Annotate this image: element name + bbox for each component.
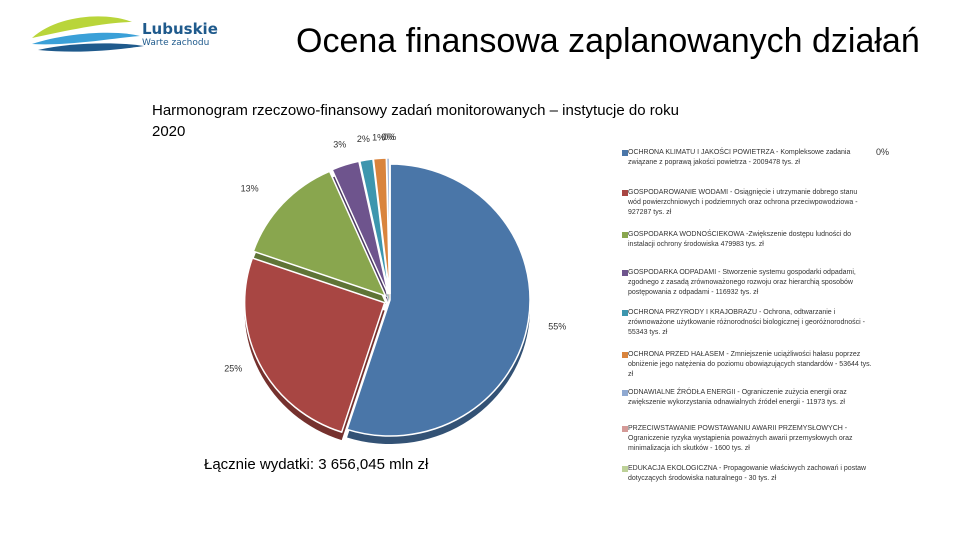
total-expenses: Łącznie wydatki: 3 656,045 mln zł <box>204 456 429 473</box>
pie-label-6: 0% <box>381 132 394 142</box>
corner-percent-label: 0% <box>876 147 890 157</box>
logo <box>28 8 258 68</box>
page-title: Ocena finansowa zaplanowanych działań <box>296 22 920 60</box>
legend-item: OCHRONA PRZED HAŁASEM - Zmniejszenie uci… <box>622 350 872 380</box>
pie-slice-2 <box>252 170 387 298</box>
legend-swatch <box>622 310 628 316</box>
legend-label: GOSPODAROWANIE WODAMI - Osiągnięcie i ut… <box>628 189 858 216</box>
pie-slices <box>243 157 531 437</box>
legend-item: GOSPODARKA WODNOŚCIEKOWA -Zwiększenie do… <box>622 230 872 250</box>
legend-swatch <box>622 352 628 358</box>
pie-label-4: 2% <box>357 134 370 144</box>
legend-swatch <box>622 390 628 396</box>
pie-label-1: 25% <box>224 363 242 373</box>
legend-item: OCHRONA PRZYRODY I KRAJOBRAZU - Ochrona,… <box>622 308 872 338</box>
logo-mark <box>32 16 144 52</box>
legend-swatch <box>622 466 628 472</box>
logo-text-primary: Lubuskie <box>142 20 218 38</box>
legend-label: EDUKACJA EKOLOGICZNA - Propagowanie właś… <box>628 465 867 482</box>
legend-swatch <box>622 426 628 432</box>
legend-label: OCHRONA KLIMATU I JAKOŚCI POWIETRZA - Ko… <box>628 149 851 166</box>
legend-swatch <box>622 190 628 196</box>
pie-label-3: 3% <box>333 140 346 150</box>
chart-subtitle: Harmonogram rzeczowo-finansowy zadań mon… <box>152 102 679 140</box>
pie-label-5: 1% <box>372 132 385 142</box>
pie-slice-1 <box>243 257 386 434</box>
legend-label: OCHRONA PRZED HAŁASEM - Zmniejszenie uci… <box>628 351 872 378</box>
pie-label-2: 13% <box>241 183 259 193</box>
legend-label: PRZECIWSTAWANIE POWSTAWANIU AWARII PRZEM… <box>628 425 853 452</box>
legend-item: GOSPODARKA ODPADAMI - Stworzenie systemu… <box>622 268 872 298</box>
legend-swatch <box>622 232 628 238</box>
legend-swatch <box>622 150 628 156</box>
legend-item: PRZECIWSTAWANIE POWSTAWANIU AWARII PRZEM… <box>622 424 872 454</box>
legend-item: GOSPODAROWANIE WODAMI - Osiągnięcie i ut… <box>622 188 872 218</box>
logo-text-secondary: Warte zachodu <box>142 38 210 48</box>
legend-label: ODNAWIALNE ŹRÓDŁA ENERGII - Ograniczenie… <box>628 389 847 406</box>
pie-label-0: 55% <box>548 321 566 331</box>
pie-label-7: 0% <box>383 132 396 142</box>
legend-label: GOSPODARKA ODPADAMI - Stworzenie systemu… <box>628 269 856 296</box>
pie-slice-3 <box>331 160 389 295</box>
legend-item: EDUKACJA EKOLOGICZNA - Propagowanie właś… <box>622 464 872 484</box>
legend-label: GOSPODARKA WODNOŚCIEKOWA -Zwiększenie do… <box>628 231 852 248</box>
pie-labels: 55%25%13%3%2% 1%0%0% <box>224 132 566 373</box>
legend-label: OCHRONA PRZYRODY I KRAJOBRAZU - Ochrona,… <box>628 309 865 336</box>
legend-swatch <box>622 270 628 276</box>
legend-item: ODNAWIALNE ŹRÓDŁA ENERGII - Ograniczenie… <box>622 388 872 408</box>
legend-item: OCHRONA KLIMATU I JAKOŚCI POWIETRZA - Ko… <box>622 148 872 168</box>
pie-slice-0 <box>346 163 531 437</box>
